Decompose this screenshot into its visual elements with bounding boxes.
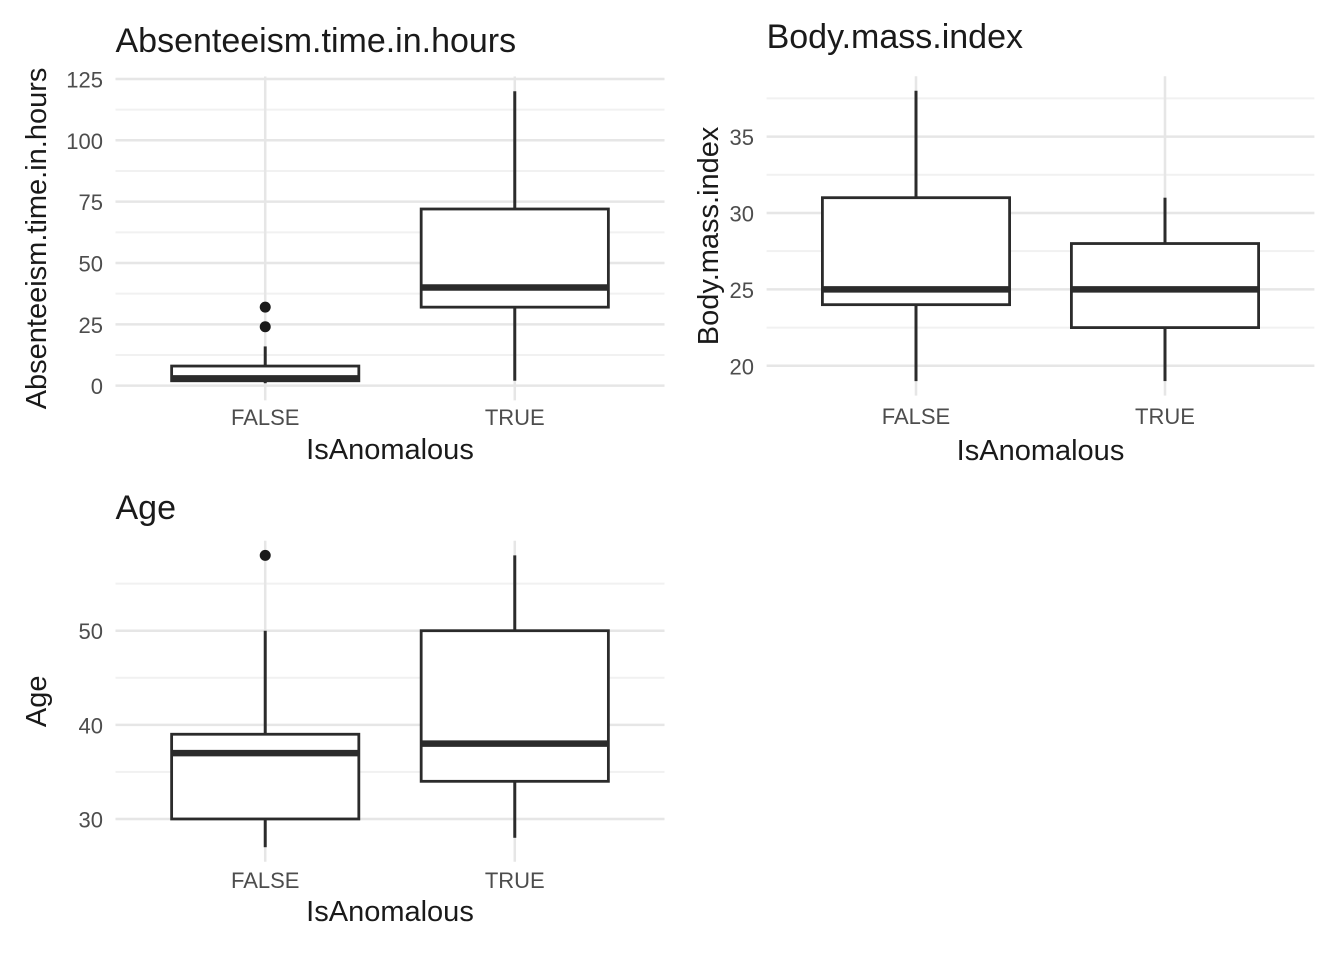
iqr-box — [419, 629, 610, 783]
y-tick-label: 100 — [66, 129, 103, 154]
y-axis-title: Absenteeism.time.in.hours — [21, 68, 53, 410]
x-axis-title: IsAnomalous — [306, 434, 474, 466]
x-category-label: TRUE — [485, 405, 545, 430]
x-axis-title: IsAnomalous — [306, 896, 474, 928]
y-tick-label: 75 — [79, 190, 103, 215]
x-category-label: TRUE — [485, 868, 545, 893]
y-axis-title: Age — [21, 675, 53, 727]
box-false — [820, 90, 1011, 382]
chart-cell-absenteeism: Absenteeism.time.in.hours Absenteeism.tim… — [0, 0, 672, 480]
iqr-box — [1069, 242, 1260, 329]
y-tick-label: 50 — [79, 251, 103, 276]
x-axis-title: IsAnomalous — [957, 435, 1125, 467]
x-category-label: FALSE — [231, 405, 299, 430]
y-tick-label: 25 — [79, 313, 103, 338]
boxplot-age: Age Age IsAnomalous 30 40 50 FALSE TRUE — [21, 489, 665, 928]
x-category-label: TRUE — [1135, 404, 1195, 429]
x-category-label: FALSE — [882, 404, 950, 429]
y-tick-label: 50 — [79, 619, 103, 644]
x-category-label: FALSE — [231, 868, 299, 893]
box-true — [419, 91, 610, 381]
chart-cell-body-mass-index: Body.mass.index Body.mass.index IsAnomalou… — [672, 0, 1344, 480]
y-axis-title: Body.mass.index — [693, 126, 725, 345]
y-tick-label: 40 — [79, 713, 103, 738]
outlier-point — [259, 549, 271, 561]
y-tick-label: 35 — [730, 125, 754, 150]
box-true — [419, 555, 610, 838]
box-false — [170, 549, 361, 848]
chart-title: Body.mass.index — [767, 18, 1023, 56]
chart-cell-age: Age Age IsAnomalous 30 40 50 FALSE TRUE — [0, 480, 672, 960]
box-true — [1069, 197, 1260, 382]
chart-title: Age — [116, 489, 177, 527]
box-false — [170, 301, 361, 384]
boxplot-body-mass-index: Body.mass.index Body.mass.index IsAnomalou… — [693, 18, 1315, 467]
outlier-point — [259, 321, 271, 333]
chart-title: Absenteeism.time.in.hours — [116, 22, 517, 60]
y-tick-label: 30 — [79, 807, 103, 832]
y-tick-label: 125 — [66, 67, 103, 92]
outlier-point — [259, 301, 271, 313]
y-tick-label: 30 — [730, 201, 754, 226]
iqr-box — [419, 207, 610, 309]
y-tick-label: 0 — [91, 374, 103, 399]
boxplot-absenteeism-time-in-hours: Absenteeism.time.in.hours Absenteeism.tim… — [21, 22, 665, 466]
y-tick-label: 25 — [730, 278, 754, 303]
y-tick-label: 20 — [730, 354, 754, 379]
iqr-box — [170, 732, 361, 821]
